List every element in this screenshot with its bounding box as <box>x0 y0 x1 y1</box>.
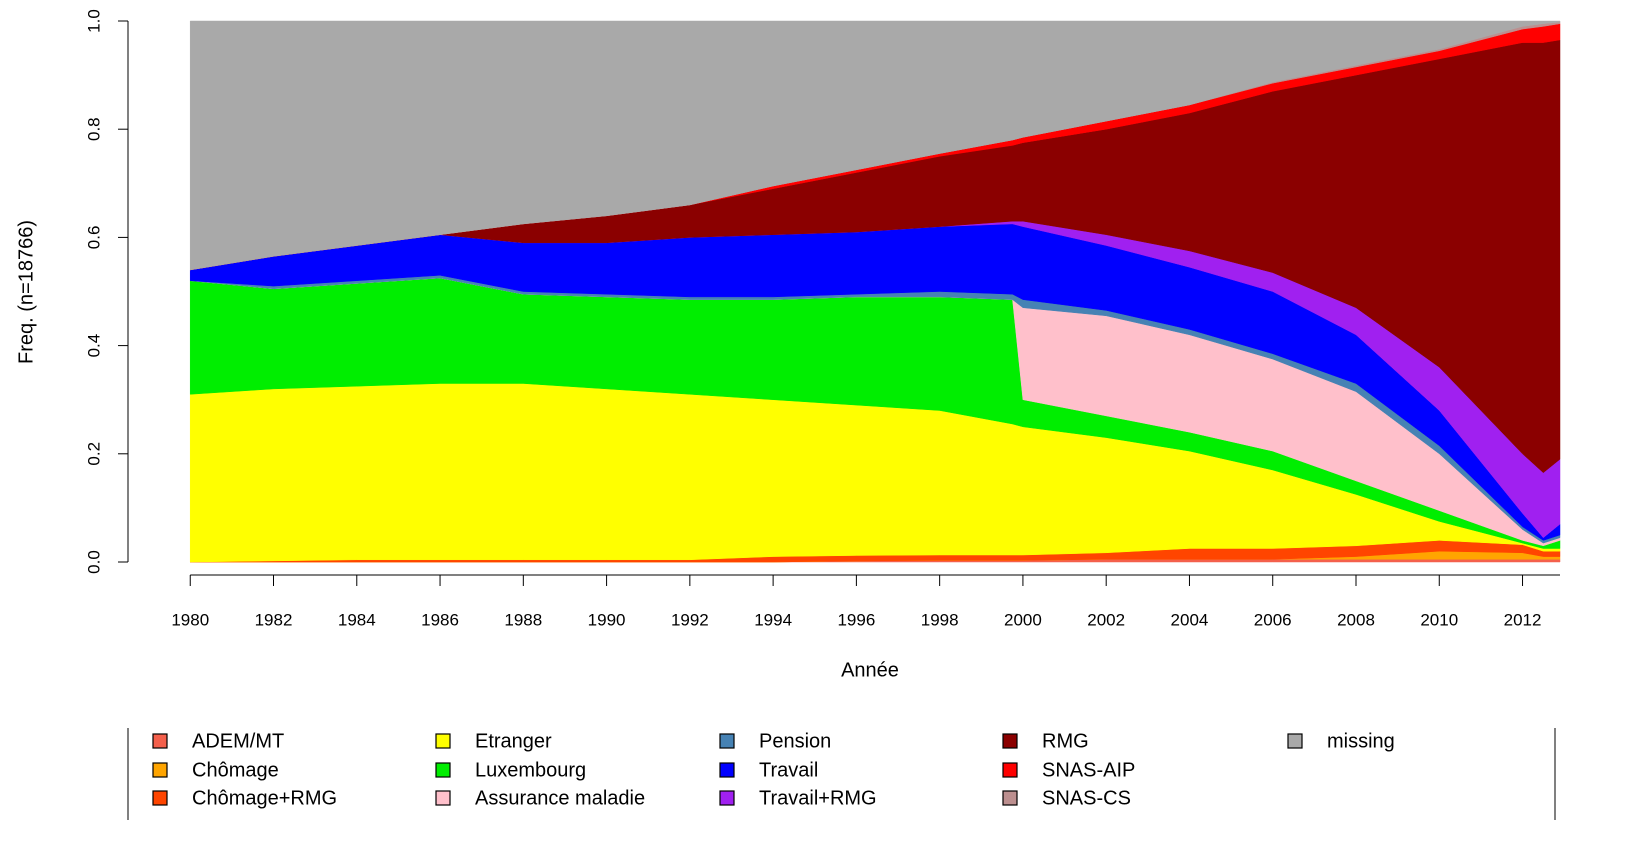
x-tick-label: 1980 <box>171 610 209 629</box>
legend-swatch <box>435 733 451 749</box>
x-tick-label: 2000 <box>1004 610 1042 629</box>
legend-swatch <box>152 762 168 778</box>
y-tick-label: 0.0 <box>84 550 103 574</box>
legend-swatch <box>435 762 451 778</box>
legend-swatch <box>435 790 451 806</box>
legend-label: Chômage <box>192 759 279 781</box>
x-tick-label: 2012 <box>1504 610 1542 629</box>
legend-label: ADEM/MT <box>192 730 284 752</box>
legend-label: Luxembourg <box>475 759 586 781</box>
x-tick-label: 1992 <box>671 610 709 629</box>
x-axis-label: Année <box>841 659 899 681</box>
legend-swatch <box>152 733 168 749</box>
x-tick-label: 1998 <box>921 610 959 629</box>
x-tick-label: 2008 <box>1337 610 1375 629</box>
x-tick-label: 2002 <box>1087 610 1125 629</box>
y-tick-label: 1.0 <box>84 9 103 33</box>
legend-swatch <box>1002 733 1018 749</box>
y-axis-label: Freq. (n=18766) <box>15 220 37 364</box>
legend-label: Etranger <box>475 730 552 752</box>
y-tick-label: 0.2 <box>84 442 103 466</box>
x-tick-label: 2004 <box>1171 610 1209 629</box>
x-tick-label: 2010 <box>1420 610 1458 629</box>
legend-label: SNAS-AIP <box>1042 759 1135 781</box>
legend-swatch <box>1287 733 1303 749</box>
x-tick-label: 1996 <box>837 610 875 629</box>
x-tick-label: 1984 <box>338 610 376 629</box>
x-tick-label: 2006 <box>1254 610 1292 629</box>
legend-swatch <box>1002 790 1018 806</box>
legend-swatch <box>152 790 168 806</box>
legend-swatch <box>719 762 735 778</box>
legend-label: Pension <box>759 730 831 752</box>
legend-label: Assurance maladie <box>475 787 645 809</box>
legend-label: missing <box>1327 730 1395 752</box>
x-tick-label: 1982 <box>255 610 293 629</box>
x-tick-label: 1994 <box>754 610 792 629</box>
x-tick-label: 1990 <box>588 610 626 629</box>
y-tick-label: 0.6 <box>84 226 103 250</box>
x-tick-label: 1986 <box>421 610 459 629</box>
legend-label: Chômage+RMG <box>192 787 337 809</box>
y-tick-label: 0.4 <box>84 334 103 358</box>
area <box>189 20 1561 271</box>
x-tick-label: 1988 <box>504 610 542 629</box>
legend-swatch <box>1002 762 1018 778</box>
legend-swatch <box>719 733 735 749</box>
legend-label: SNAS-CS <box>1042 787 1131 809</box>
legend-swatch <box>719 790 735 806</box>
y-tick-label: 0.8 <box>84 117 103 141</box>
legend-label: Travail <box>759 759 818 781</box>
legend-label: Travail+RMG <box>759 787 877 809</box>
legend-label: RMG <box>1042 730 1089 752</box>
